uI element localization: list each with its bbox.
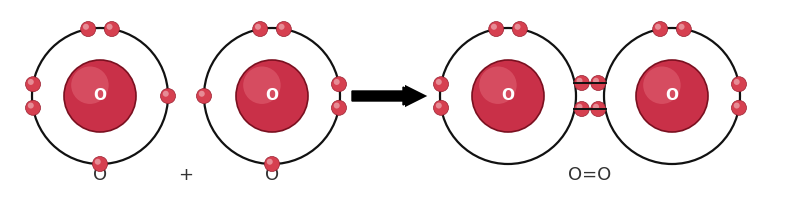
Circle shape (334, 103, 340, 109)
Circle shape (26, 100, 41, 115)
Circle shape (71, 67, 109, 104)
Circle shape (590, 102, 606, 116)
Circle shape (593, 78, 599, 84)
Circle shape (491, 24, 497, 30)
Circle shape (731, 100, 746, 115)
Circle shape (479, 67, 517, 104)
Circle shape (434, 77, 449, 92)
Circle shape (104, 22, 119, 37)
Circle shape (676, 22, 691, 37)
Circle shape (236, 60, 308, 132)
Circle shape (26, 77, 41, 92)
Circle shape (653, 22, 668, 37)
Circle shape (472, 60, 544, 132)
Circle shape (253, 22, 268, 37)
Circle shape (574, 102, 590, 116)
Circle shape (278, 24, 285, 30)
Circle shape (331, 77, 346, 92)
Circle shape (436, 103, 442, 109)
Text: O: O (502, 89, 514, 104)
Text: O=O: O=O (568, 166, 612, 184)
Circle shape (64, 60, 136, 132)
Circle shape (514, 24, 521, 30)
Circle shape (255, 24, 261, 30)
Text: +: + (178, 166, 194, 184)
Circle shape (512, 22, 527, 37)
Circle shape (94, 159, 101, 165)
Circle shape (436, 79, 442, 85)
Circle shape (265, 156, 279, 171)
Circle shape (655, 24, 661, 30)
FancyArrow shape (352, 87, 421, 105)
Circle shape (81, 22, 96, 37)
Circle shape (489, 22, 504, 37)
Circle shape (593, 104, 599, 110)
Circle shape (28, 103, 34, 109)
Circle shape (678, 24, 685, 30)
Circle shape (106, 24, 113, 30)
Circle shape (93, 156, 107, 171)
Circle shape (731, 77, 746, 92)
Circle shape (83, 24, 89, 30)
Text: O: O (94, 89, 106, 104)
Circle shape (734, 103, 740, 109)
Circle shape (198, 91, 205, 97)
Text: O: O (265, 166, 279, 184)
Text: O: O (266, 89, 278, 104)
Circle shape (28, 79, 34, 85)
Circle shape (577, 104, 582, 110)
Circle shape (162, 91, 169, 97)
Circle shape (590, 75, 606, 90)
Circle shape (266, 159, 273, 165)
Circle shape (243, 67, 281, 104)
Circle shape (197, 89, 211, 104)
Circle shape (636, 60, 708, 132)
Circle shape (734, 79, 740, 85)
Circle shape (161, 89, 175, 104)
Circle shape (577, 78, 582, 84)
Circle shape (334, 79, 340, 85)
Text: O: O (93, 166, 107, 184)
Circle shape (434, 100, 449, 115)
Circle shape (574, 75, 590, 90)
Circle shape (276, 22, 291, 37)
Circle shape (331, 100, 346, 115)
Text: O: O (666, 89, 678, 104)
Circle shape (643, 67, 681, 104)
